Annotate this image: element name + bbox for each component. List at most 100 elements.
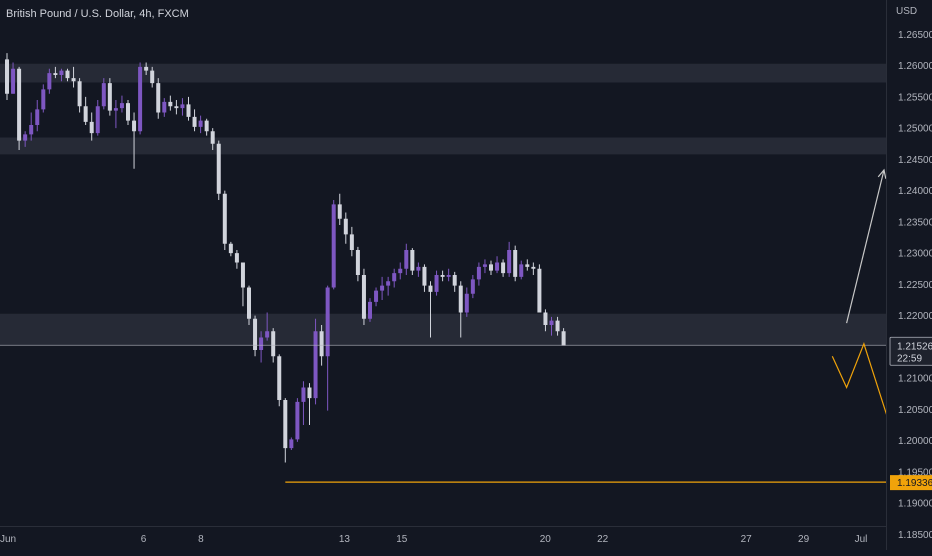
candle-body: [77, 81, 82, 107]
candle-body: [495, 262, 500, 271]
candle-body: [53, 73, 58, 75]
candle-body: [319, 331, 324, 357]
candle: [216, 140, 221, 200]
candle: [59, 68, 64, 82]
price-tick-label: 1.19500: [898, 467, 932, 478]
candle: [349, 226, 354, 257]
candle-body: [47, 73, 52, 90]
target-price-value: 1.19336: [897, 478, 932, 489]
chart-area[interactable]: British Pound / U.S. Dollar, 4h, FXCM: [0, 0, 909, 526]
candle-body: [537, 268, 542, 313]
price-tick-label: 1.20000: [898, 436, 932, 447]
candle-body: [216, 143, 221, 194]
candle-body: [89, 121, 94, 134]
candle-body: [156, 83, 161, 113]
candle: [265, 312, 270, 341]
candle: [476, 262, 481, 286]
candle-body: [368, 301, 372, 319]
candle: [416, 262, 421, 277]
candle: [446, 268, 451, 282]
time-tick-label: 15: [396, 534, 408, 545]
price-tick-label: 1.26500: [898, 30, 932, 41]
candle: [307, 383, 312, 425]
candle: [228, 241, 233, 257]
candle-body: [337, 204, 342, 219]
candle-body: [349, 234, 354, 250]
candle-body: [138, 66, 143, 132]
price-axis[interactable]: 1.18500 1.19000 1.19500 1.20000 1.20500 1.210…: [886, 0, 932, 550]
candle: [283, 398, 288, 463]
candle: [222, 190, 227, 250]
time-tick-label: 22: [597, 534, 609, 545]
candle-body: [180, 104, 185, 109]
candle: [507, 241, 512, 277]
candle: [204, 118, 209, 136]
candle: [313, 318, 318, 405]
candle: [458, 281, 463, 338]
candle-body: [446, 275, 451, 277]
candle-body: [65, 70, 70, 79]
candle: [380, 276, 385, 300]
candle: [392, 268, 397, 288]
candle-body: [295, 401, 300, 440]
candle: [398, 262, 403, 280]
bearish-projection-arrow: [831, 342, 909, 480]
symbol-title[interactable]: British Pound / U.S. Dollar, 4h, FXCM: [6, 8, 189, 20]
candle-body: [228, 243, 233, 254]
candle: [89, 112, 94, 141]
candle-body: [162, 101, 167, 113]
candle: [53, 66, 58, 79]
candle: [543, 309, 548, 332]
candle-body: [5, 59, 9, 94]
price-chart[interactable]: [0, 0, 909, 526]
candle: [428, 281, 433, 338]
candle-body: [59, 70, 64, 75]
candle: [253, 315, 258, 357]
candle-body: [398, 268, 403, 274]
candle-body: [107, 83, 112, 111]
candle-body: [476, 266, 481, 280]
candle: [150, 66, 155, 88]
candle-body: [416, 266, 421, 271]
candle: [162, 98, 167, 117]
candle: [156, 78, 161, 119]
candle: [525, 259, 530, 271]
target-price-badge: 1.19336: [890, 475, 932, 491]
candle-body: [168, 101, 173, 107]
candle: [501, 259, 506, 277]
time-axis[interactable]: Jun68131520222729Jul571113: [0, 526, 886, 550]
candle: [325, 285, 330, 411]
candle-body: [301, 387, 306, 402]
candle: [126, 100, 130, 125]
candle-body: [95, 106, 100, 134]
candle-body: [101, 83, 106, 107]
bar-countdown: 22:59: [897, 353, 922, 364]
candle-body: [83, 106, 88, 122]
last-price-badge-bg: [889, 336, 932, 366]
candle: [17, 66, 22, 150]
time-tick-label: 6: [141, 534, 147, 545]
candle: [113, 100, 118, 129]
price-tick-label: 1.18500: [898, 530, 932, 541]
candle-body: [343, 218, 348, 235]
candle: [531, 262, 536, 275]
candle: [198, 115, 203, 134]
supply-demand-zone: [0, 137, 886, 155]
candle-body: [428, 285, 433, 292]
candle: [192, 109, 197, 132]
candle: [77, 78, 82, 113]
candle-body: [331, 204, 336, 288]
candle-body: [174, 106, 179, 109]
candle: [144, 62, 149, 75]
candle-body: [374, 290, 379, 302]
candle-body: [434, 275, 439, 292]
candle: [186, 96, 191, 121]
target-price-badge-bg: [890, 475, 932, 491]
candle-body: [543, 312, 548, 325]
price-tick-label: 1.26000: [898, 61, 932, 72]
candle: [482, 259, 487, 274]
candle-body: [35, 109, 40, 125]
candle: [343, 212, 348, 244]
candle-body: [144, 66, 149, 71]
